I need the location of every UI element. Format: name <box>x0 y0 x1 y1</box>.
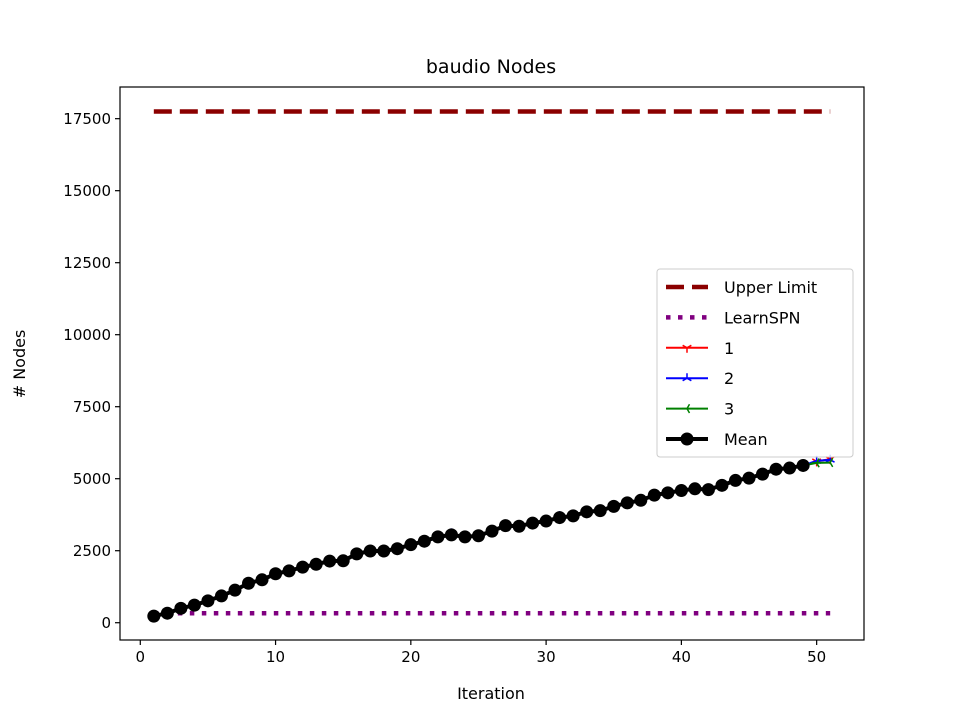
data-point-mean <box>485 524 499 538</box>
data-point-mean <box>553 511 567 525</box>
data-point-mean <box>187 598 201 612</box>
legend-marker <box>682 403 691 414</box>
y-tick-label: 15000 <box>63 182 111 200</box>
data-point-mean <box>242 576 256 590</box>
legend-marker <box>680 432 694 446</box>
data-point-3 <box>825 457 834 468</box>
y-axis-label: # Nodes <box>10 330 29 399</box>
data-point-mean <box>769 462 783 476</box>
series-mean <box>147 458 810 623</box>
x-tick-label: 30 <box>537 648 556 666</box>
legend-entry-upper-limit: Upper Limit <box>666 278 817 297</box>
legend-label: 1 <box>724 339 734 358</box>
series-layer <box>147 109 835 623</box>
data-point-mean <box>715 478 729 492</box>
y-tick-label: 12500 <box>63 254 111 272</box>
data-point-mean <box>499 519 513 533</box>
legend: Upper Limit LearnSPN 1 2 3 Mean <box>656 268 854 458</box>
legend-label: Mean <box>724 430 768 449</box>
data-point-mean <box>296 560 310 574</box>
data-point-mean <box>661 486 675 500</box>
data-point-mean <box>431 530 445 544</box>
data-point-mean <box>526 516 540 530</box>
data-point-mean <box>336 554 350 568</box>
data-point-mean <box>634 493 648 507</box>
data-point-mean <box>620 496 634 510</box>
x-tick-label: 10 <box>266 648 285 666</box>
data-point-mean <box>580 505 594 519</box>
y-tick-label: 2500 <box>73 542 111 560</box>
data-point-mean <box>390 542 404 556</box>
data-point-mean <box>701 483 715 497</box>
data-point-mean <box>593 504 607 518</box>
data-point-mean <box>444 528 458 542</box>
legend-entry-2: 2 <box>666 369 734 388</box>
x-tick-label: 40 <box>672 648 691 666</box>
legend-marker <box>682 373 692 382</box>
data-point-mean <box>566 509 580 523</box>
y-tick-label: 17500 <box>63 110 111 128</box>
data-point-mean <box>756 467 770 481</box>
data-point-mean <box>688 482 702 496</box>
x-tick-label: 50 <box>807 648 826 666</box>
axes-layer: 0 10 20 30 40 50 0 2500 5000 7500 10000 12500 15000 1… <box>63 86 865 666</box>
x-axis-label: Iteration <box>457 684 525 703</box>
legend-label: Upper Limit <box>724 278 817 297</box>
x-tick-label: 0 <box>136 648 146 666</box>
data-point-mean <box>269 567 283 581</box>
data-point-mean <box>201 594 215 608</box>
data-point-mean <box>228 583 242 597</box>
data-point-mean <box>160 606 174 620</box>
data-point-mean <box>350 547 364 561</box>
data-point-mean <box>607 499 621 513</box>
y-tick-label: 0 <box>101 614 111 632</box>
y-tick-label: 7500 <box>73 398 111 416</box>
legend-box <box>656 268 854 458</box>
data-point-mean <box>309 557 323 571</box>
legend-entry-1: 1 <box>666 339 734 358</box>
data-point-mean <box>742 471 756 485</box>
y-tick-label: 5000 <box>73 470 111 488</box>
data-point-mean <box>796 458 810 472</box>
legend-entry-mean: Mean <box>666 430 768 449</box>
data-point-3 <box>811 458 820 468</box>
data-point-mean <box>783 461 797 475</box>
data-point-mean <box>512 519 526 533</box>
legend-label: LearnSPN <box>724 308 801 327</box>
legend-label: 2 <box>724 369 734 388</box>
legend-entry-3: 3 <box>666 400 734 419</box>
data-point-mean <box>323 554 337 568</box>
data-point-mean <box>377 544 391 558</box>
data-point-mean <box>417 534 431 548</box>
data-point-mean <box>647 488 661 502</box>
data-point-mean <box>255 573 269 587</box>
legend-marker <box>682 344 692 353</box>
data-point-mean <box>728 473 742 487</box>
data-point-mean <box>147 609 161 623</box>
data-point-mean <box>458 530 472 544</box>
chart-title: baudio Nodes <box>426 56 556 78</box>
data-point-mean <box>174 601 188 615</box>
data-point-mean <box>404 538 418 552</box>
data-point-mean <box>674 484 688 498</box>
y-tick-label: 10000 <box>63 326 111 344</box>
data-point-mean <box>539 514 553 528</box>
data-point-mean <box>214 589 228 603</box>
data-point-mean <box>363 544 377 558</box>
x-tick-label: 20 <box>401 648 420 666</box>
data-point-mean <box>471 529 485 543</box>
plot-frame <box>119 86 865 641</box>
legend-entry-learnspn: LearnSPN <box>666 308 801 327</box>
legend-label: 3 <box>724 400 734 419</box>
data-point-mean <box>282 564 296 578</box>
